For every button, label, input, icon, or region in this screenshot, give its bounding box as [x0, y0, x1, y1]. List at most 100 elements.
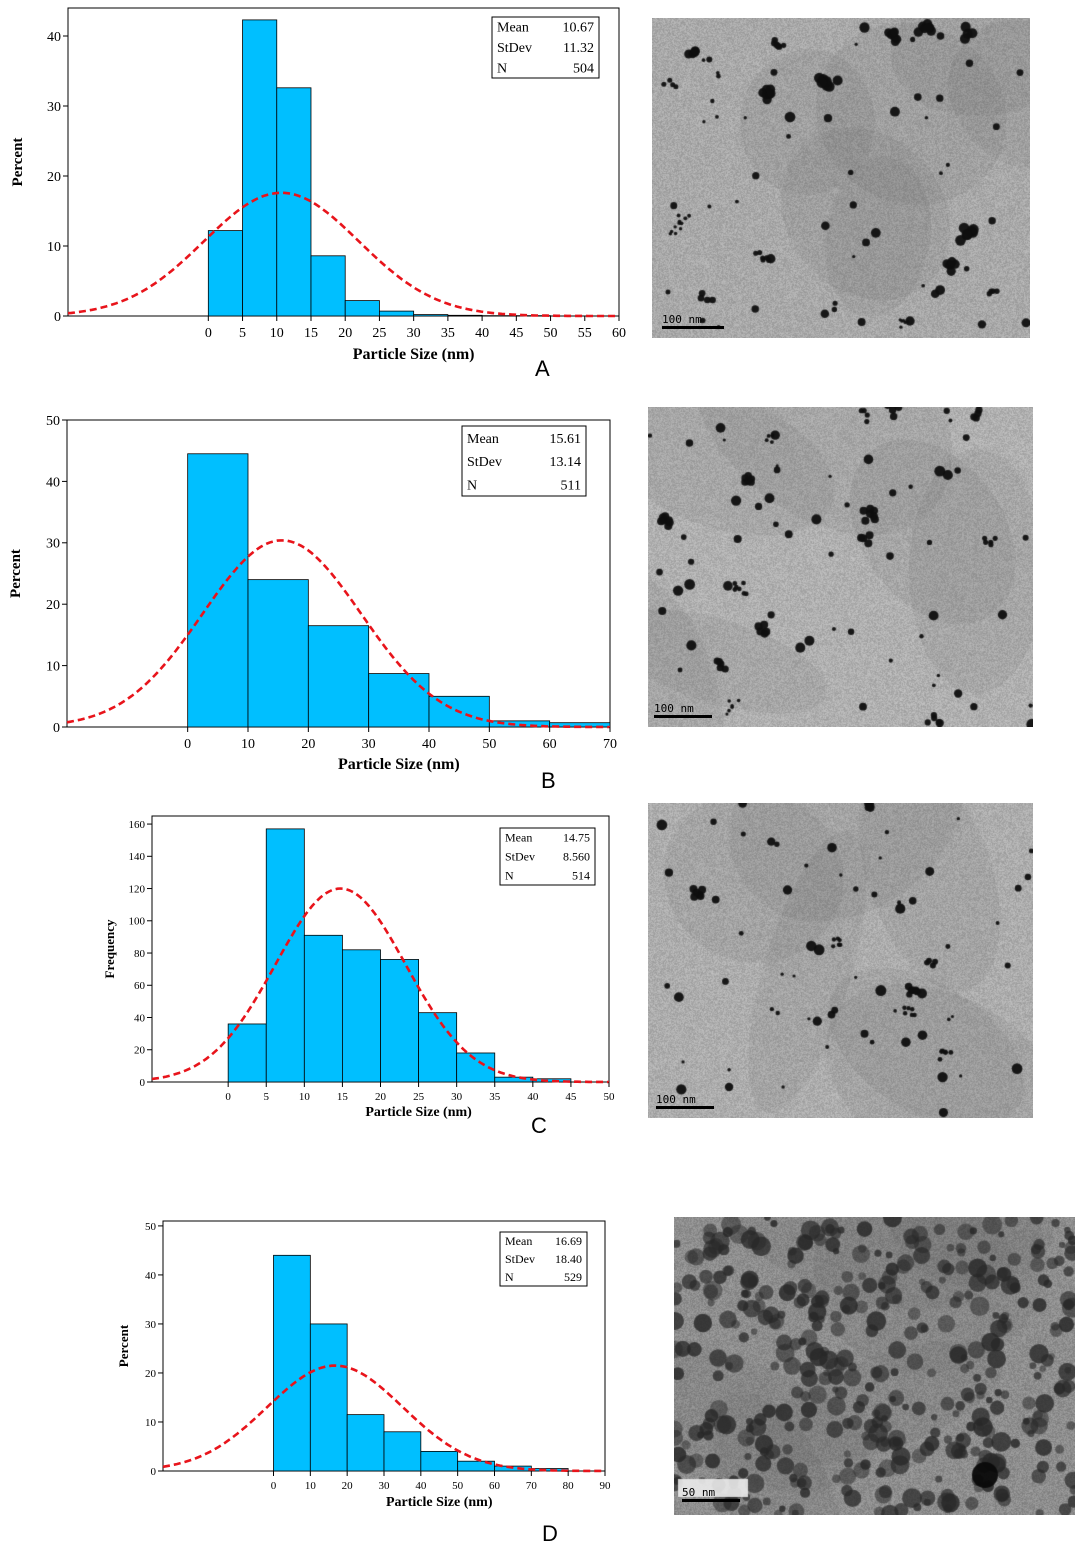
x-tick-label: 40: [422, 737, 436, 752]
stats-mean-label: Mean: [505, 1234, 532, 1248]
x-tick-label: 15: [337, 1091, 349, 1103]
normal-fit-curve: [162, 1364, 605, 1473]
x-axis-label: Particle Size (nm): [386, 1495, 493, 1510]
histogram-bar: [247, 579, 309, 728]
histogram-bar: [187, 453, 249, 728]
histogram-bar: [344, 300, 380, 317]
y-tick-label: 10: [47, 240, 61, 255]
x-tick-label: 0: [271, 1480, 277, 1492]
y-tick-label: 30: [145, 1319, 157, 1331]
stats-n-value: 511: [561, 478, 581, 493]
tem-image-d: 50 nm: [674, 1217, 1075, 1515]
scale-bar: 100 nm: [662, 314, 724, 329]
chart-a: 0 10 20 30 40 0 5 10 15 20 25 30 35 40 45 50 55 60 Particl…: [10, 7, 626, 363]
x-tick-label: 10: [270, 326, 284, 341]
x-tick-label: 35: [489, 1091, 501, 1103]
histogram-bar: [307, 625, 370, 728]
x-tick-label: 10: [299, 1091, 311, 1103]
x-tick-label: 70: [526, 1480, 538, 1492]
x-tick-label: 20: [342, 1480, 354, 1492]
normal-fit-curve: [67, 191, 619, 318]
scale-bar: 50 nm: [682, 1487, 740, 1502]
x-tick-label: 0: [225, 1091, 231, 1103]
y-tick-label: 30: [47, 100, 61, 115]
y-tick-label: 60: [134, 980, 146, 992]
stats-mean-label: Mean: [497, 21, 529, 36]
x-tick-label: 10: [241, 737, 255, 752]
histogram-bar: [447, 314, 483, 317]
x-tick-label: 50: [482, 737, 496, 752]
y-tick-label: 0: [54, 310, 61, 325]
y-tick-label: 140: [129, 851, 146, 863]
y-tick-label: 10: [46, 660, 60, 675]
chart-c: 0 20 40 60 80 100 120 140 160 0 5 10 15 20 25 30 35 40 45 5…: [102, 815, 615, 1120]
stats-n-value: 514: [572, 869, 590, 883]
x-tick-label: 35: [441, 326, 455, 341]
y-tick-label: 0: [53, 721, 60, 736]
stats-stdev-value: 13.14: [550, 455, 582, 470]
x-tick-label: 5: [264, 1091, 270, 1103]
scale-bar: 100 nm: [656, 1094, 714, 1109]
x-tick-label: 20: [301, 737, 315, 752]
x-tick-label: 50: [452, 1480, 464, 1492]
histogram-bar: [413, 314, 449, 317]
histogram-bar: [227, 1023, 267, 1083]
tem-image-c: 100 nm: [648, 803, 1033, 1118]
histogram-bar: [303, 934, 343, 1083]
y-tick-label: 0: [151, 1466, 157, 1478]
histogram-bar: [418, 1012, 458, 1083]
stats-box: [461, 425, 587, 497]
histogram-bar: [342, 949, 381, 1083]
x-tick-label: 20: [375, 1091, 387, 1103]
y-tick-label: 30: [46, 537, 60, 552]
scale-bar: 100 nm: [654, 702, 712, 718]
stats-mean-label: Mean: [505, 831, 532, 845]
stats-stdev-value: 11.32: [563, 41, 594, 56]
x-axis-label: Particle Size (nm): [353, 346, 475, 363]
y-tick-label: 0: [140, 1077, 146, 1089]
x-tick-label: 80: [563, 1480, 575, 1492]
stats-box: [499, 827, 596, 886]
x-tick-label: 20: [338, 326, 352, 341]
y-tick-label: 40: [46, 475, 60, 490]
stats-mean-value: 16.69: [555, 1234, 582, 1248]
histogram-bar: [242, 19, 278, 317]
tem-micrograph: [648, 407, 1033, 727]
panel-letter-b: B: [541, 768, 556, 793]
x-tick-label: 40: [527, 1091, 539, 1103]
stats-n-label: N: [505, 1270, 514, 1284]
scale-bar-label: 100 nm: [654, 702, 694, 715]
panel-letter-c: C: [531, 1113, 547, 1138]
panel-letter-a: A: [535, 356, 550, 381]
x-tick-label: 90: [600, 1480, 612, 1492]
y-axis-label: Percent: [116, 1324, 131, 1367]
x-tick-label: 45: [509, 326, 523, 341]
stats-n-value: 504: [573, 61, 594, 76]
x-tick-label: 30: [407, 326, 421, 341]
y-tick-label: 80: [134, 948, 146, 960]
histogram-bar: [265, 828, 305, 1083]
histogram-bar: [383, 1431, 422, 1472]
x-axis-label: Particle Size (nm): [365, 1105, 472, 1120]
stats-mean-value: 10.67: [563, 21, 595, 36]
x-tick-label: 50: [544, 326, 558, 341]
y-axis-label: Percent: [8, 549, 24, 598]
stats-mean-value: 15.61: [550, 432, 582, 447]
x-tick-label: 70: [603, 737, 617, 752]
x-tick-label: 40: [475, 326, 489, 341]
y-tick-label: 20: [134, 1045, 146, 1057]
x-tick-label: 60: [543, 737, 557, 752]
x-tick-label: 10: [305, 1480, 317, 1492]
histogram-bar: [309, 1323, 348, 1472]
y-tick-label: 20: [145, 1368, 157, 1380]
histogram-bar: [380, 959, 419, 1083]
stats-n-label: N: [497, 61, 507, 76]
stats-stdev-value: 8.560: [563, 850, 590, 864]
y-tick-label: 40: [134, 1012, 146, 1024]
x-tick-label: 60: [489, 1480, 501, 1492]
x-tick-label: 25: [372, 326, 386, 341]
chart-d: 0 10 20 30 40 50 0 10 20 30 40 50 60 70 80 90 Particle S…: [116, 1220, 612, 1510]
histogram-bar: [379, 310, 415, 317]
x-tick-label: 25: [413, 1091, 425, 1103]
